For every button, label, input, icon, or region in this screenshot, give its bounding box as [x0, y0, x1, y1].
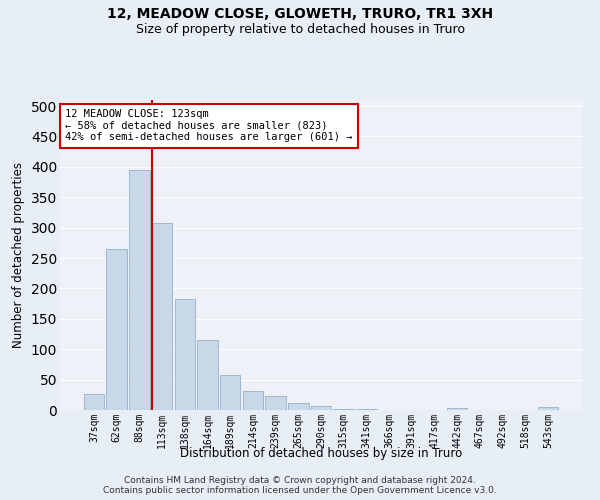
Text: Size of property relative to detached houses in Truro: Size of property relative to detached ho…: [136, 22, 464, 36]
Bar: [265, 396, 286, 410]
Bar: [288, 402, 308, 410]
Bar: [152, 223, 172, 410]
Bar: [106, 249, 127, 410]
Text: Contains HM Land Registry data © Crown copyright and database right 2024.
Contai: Contains HM Land Registry data © Crown c…: [103, 476, 497, 495]
Text: 12, MEADOW CLOSE, GLOWETH, TRURO, TR1 3XH: 12, MEADOW CLOSE, GLOWETH, TRURO, TR1 3X…: [107, 8, 493, 22]
Bar: [129, 170, 149, 410]
Text: Distribution of detached houses by size in Truro: Distribution of detached houses by size …: [180, 448, 462, 460]
Bar: [447, 408, 467, 410]
Bar: [334, 409, 354, 410]
Y-axis label: Number of detached properties: Number of detached properties: [12, 162, 25, 348]
Bar: [197, 340, 218, 410]
Bar: [538, 407, 558, 410]
Bar: [175, 300, 195, 410]
Bar: [84, 394, 104, 410]
Bar: [311, 406, 331, 410]
Bar: [242, 390, 263, 410]
Text: 12 MEADOW CLOSE: 123sqm
← 58% of detached houses are smaller (823)
42% of semi-d: 12 MEADOW CLOSE: 123sqm ← 58% of detache…: [65, 110, 353, 142]
Bar: [220, 376, 241, 410]
